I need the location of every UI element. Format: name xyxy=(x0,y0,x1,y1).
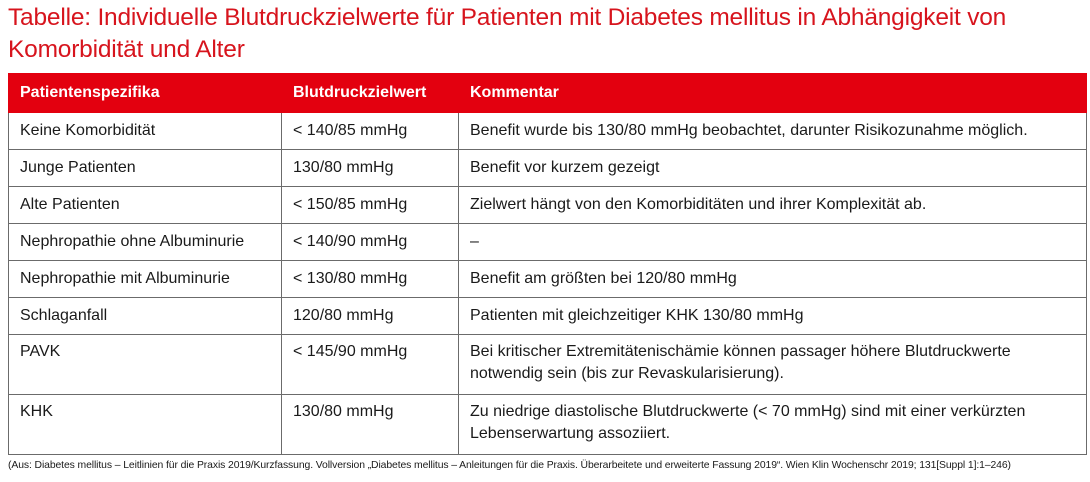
cell-target-value: 130/80 mmHg xyxy=(281,149,459,187)
source-footnote: (Aus: Diabetes mellitus – Leitlinien für… xyxy=(8,460,1011,471)
column-header-patient-specifics: Patientenspezifika xyxy=(8,73,282,113)
column-header-comment: Kommentar xyxy=(458,73,1087,113)
cell-target-value: < 140/85 mmHg xyxy=(281,112,459,150)
cell-patient-specifics: PAVK xyxy=(8,334,282,395)
cell-patient-specifics: Keine Komorbidität xyxy=(8,112,282,150)
cell-patient-specifics: KHK xyxy=(8,394,282,455)
cell-patient-specifics: Schlaganfall xyxy=(8,297,282,335)
cell-comment: Benefit wurde bis 130/80 mmHg beobachtet… xyxy=(458,112,1087,150)
cell-comment: – xyxy=(458,223,1087,261)
cell-target-value: < 150/85 mmHg xyxy=(281,186,459,224)
column-header-target-value: Blutdruckzielwert xyxy=(281,73,459,113)
cell-comment: Patienten mit gleichzeitiger KHK 130/80 … xyxy=(458,297,1087,335)
table-row: Keine Komorbidität < 140/85 mmHg Benefit… xyxy=(8,112,1087,150)
cell-comment: Bei kritischer Extremitätenischämie könn… xyxy=(458,334,1087,395)
cell-target-value: < 130/80 mmHg xyxy=(281,260,459,298)
cell-patient-specifics: Junge Patienten xyxy=(8,149,282,187)
table-header-row: Patientenspezifika Blutdruckzielwert Kom… xyxy=(8,73,1087,113)
table-row: Schlaganfall 120/80 mmHg Patienten mit g… xyxy=(8,297,1087,335)
cell-patient-specifics: Nephropathie mit Albuminurie xyxy=(8,260,282,298)
cell-target-value: < 145/90 mmHg xyxy=(281,334,459,395)
cell-comment: Zu niedrige diastolische Blutdruckwerte … xyxy=(458,394,1087,455)
table-row: KHK 130/80 mmHg Zu niedrige diastolische… xyxy=(8,394,1087,455)
table-row: Nephropathie ohne Albuminurie < 140/90 m… xyxy=(8,223,1087,261)
cell-comment: Benefit vor kurzem gezeigt xyxy=(458,149,1087,187)
page-title: Tabelle: Individuelle Blutdruckzielwerte… xyxy=(8,4,1007,63)
cell-patient-specifics: Nephropathie ohne Albuminurie xyxy=(8,223,282,261)
cell-target-value: < 140/90 mmHg xyxy=(281,223,459,261)
table-row: Alte Patienten < 150/85 mmHg Zielwert hä… xyxy=(8,186,1087,224)
cell-patient-specifics: Alte Patienten xyxy=(8,186,282,224)
table-row: Nephropathie mit Albuminurie < 130/80 mm… xyxy=(8,260,1087,298)
cell-target-value: 120/80 mmHg xyxy=(281,297,459,335)
blood-pressure-table: Patientenspezifika Blutdruckzielwert Kom… xyxy=(8,73,1087,455)
table-row: PAVK < 145/90 mmHg Bei kritischer Extrem… xyxy=(8,334,1087,395)
cell-comment: Zielwert hängt von den Komorbiditäten un… xyxy=(458,186,1087,224)
cell-comment: Benefit am größten bei 120/80 mmHg xyxy=(458,260,1087,298)
cell-target-value: 130/80 mmHg xyxy=(281,394,459,455)
table-row: Junge Patienten 130/80 mmHg Benefit vor … xyxy=(8,149,1087,187)
